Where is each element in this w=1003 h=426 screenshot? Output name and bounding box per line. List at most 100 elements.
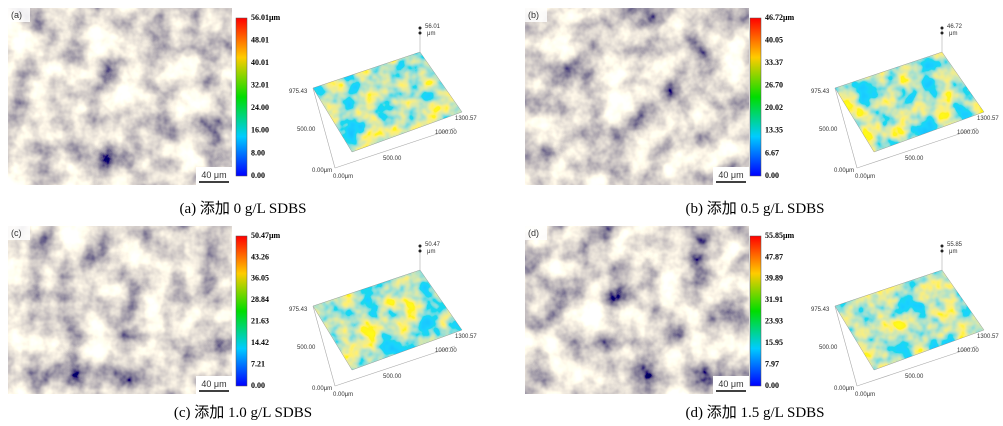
caption: (d) 添加 1.5 g/L SDBS xyxy=(685,404,824,421)
axis-label: 500.00 xyxy=(905,374,924,380)
colorbar-label: 6.67 xyxy=(765,148,779,157)
axis-label: 500.00 xyxy=(297,127,316,133)
axis-label: 0.00μm xyxy=(834,386,854,392)
axis-label: 500.00 xyxy=(383,374,402,380)
z-max-label: 50.47 xyxy=(425,242,441,248)
axis-marker xyxy=(941,27,944,30)
colorbar-label: 46.72μm xyxy=(765,13,795,22)
scale-bar-text: 40 μm xyxy=(201,170,226,180)
axis-marker xyxy=(941,250,944,253)
axis-marker xyxy=(419,245,422,248)
panel-label: (c) xyxy=(11,228,22,238)
surface xyxy=(313,52,462,152)
colorbar-label: 40.05 xyxy=(765,35,783,44)
axis-label: 0.00μm xyxy=(855,392,875,398)
colorbar-label: 50.47μm xyxy=(251,231,281,240)
micrograph xyxy=(525,8,749,185)
axis-label: 1300.57 xyxy=(455,116,477,122)
axis-label: 1000.00 xyxy=(957,348,979,354)
surface-plot xyxy=(835,52,984,152)
colorbar-label: 8.00 xyxy=(251,148,265,157)
axis-label: 500.00 xyxy=(905,156,924,162)
colorbar-label: 26.70 xyxy=(765,81,783,90)
axis-label: 1000.00 xyxy=(435,348,457,354)
colorbar-label: 28.84 xyxy=(251,295,269,304)
surface xyxy=(313,270,462,370)
panel: (d)40 μm55.85μm47.8739.8931.9123.9315.95… xyxy=(525,226,999,421)
axis-label: 1000.00 xyxy=(435,130,457,136)
colorbar-label: 33.37 xyxy=(765,58,783,67)
colorbar-label: 0.00 xyxy=(765,171,779,180)
axis-label: 1300.57 xyxy=(977,334,999,340)
panel-label: (a) xyxy=(11,10,22,20)
surface-plot xyxy=(313,52,462,152)
surface-plot xyxy=(313,270,462,370)
panel: (b)40 μm46.72μm40.0533.3726.7020.0213.35… xyxy=(525,8,999,217)
axis-label: 0.00μm xyxy=(333,174,353,180)
scale-bar-text: 40 μm xyxy=(201,379,226,389)
axis-label: 500.00 xyxy=(819,127,838,133)
axis-label: 1300.57 xyxy=(455,334,477,340)
colorbar-label: 21.63 xyxy=(251,317,269,326)
micrograph xyxy=(8,8,232,185)
colorbar-label: 39.89 xyxy=(765,274,783,283)
colorbar-label: 0.00 xyxy=(251,381,265,390)
colorbar-label: 48.01 xyxy=(251,35,269,44)
colorbar xyxy=(750,236,761,386)
micrograph xyxy=(525,226,749,394)
colorbar-label: 7.97 xyxy=(765,359,779,368)
panel-label: (d) xyxy=(528,228,539,238)
z-max-label: 46.72 xyxy=(947,24,963,30)
colorbar-label: 0.00 xyxy=(251,171,265,180)
z-unit-label: μm xyxy=(427,31,435,37)
caption: (c) 添加 1.0 g/L SDBS xyxy=(174,404,312,421)
colorbar-label: 32.01 xyxy=(251,81,269,90)
z-unit-label: μm xyxy=(427,249,435,255)
colorbar-label: 23.93 xyxy=(765,317,783,326)
colorbar-label: 55.85μm xyxy=(765,231,795,240)
axis-label: 0.00μm xyxy=(855,174,875,180)
caption: (b) 添加 0.5 g/L SDBS xyxy=(685,200,824,217)
z-unit-label: μm xyxy=(949,31,957,37)
figure: (a)40 μm56.01μm48.0140.0132.0124.0016.00… xyxy=(0,0,1003,426)
panel: (a)40 μm56.01μm48.0140.0132.0124.0016.00… xyxy=(8,8,477,217)
axis-label: 500.00 xyxy=(819,345,838,351)
surface-plot xyxy=(835,270,984,370)
colorbar-label: 15.95 xyxy=(765,338,783,347)
axis-label: 975.43 xyxy=(289,307,308,313)
scale-bar-text: 40 μm xyxy=(718,170,743,180)
colorbar-label: 16.00 xyxy=(251,126,269,135)
colorbar-label: 14.42 xyxy=(251,338,269,347)
axis-label: 0.00μm xyxy=(312,168,332,174)
colorbar-label: 13.35 xyxy=(765,126,783,135)
colorbar-label: 0.00 xyxy=(765,381,779,390)
colorbar-label: 47.87 xyxy=(765,252,783,261)
axis-marker xyxy=(419,250,422,253)
axis-marker xyxy=(419,32,422,35)
axis-marker xyxy=(941,245,944,248)
axis-label: 500.00 xyxy=(383,156,402,162)
surface xyxy=(835,52,984,152)
colorbar xyxy=(236,236,247,386)
micrograph xyxy=(8,226,232,394)
z-unit-label: μm xyxy=(949,249,957,255)
colorbar-label: 36.05 xyxy=(251,274,269,283)
colorbar-label: 24.00 xyxy=(251,103,269,112)
axis-label: 975.43 xyxy=(811,307,830,313)
caption: (a) 添加 0 g/L SDBS xyxy=(180,200,307,217)
axis-label: 975.43 xyxy=(289,89,308,95)
axis-label: 1300.57 xyxy=(977,116,999,122)
z-max-label: 56.01 xyxy=(425,24,441,30)
axis-label: 1000.00 xyxy=(957,130,979,136)
colorbar xyxy=(236,18,247,176)
colorbar-label: 31.91 xyxy=(765,295,783,304)
colorbar-label: 7.21 xyxy=(251,359,265,368)
colorbar-label: 56.01μm xyxy=(251,13,281,22)
surface xyxy=(835,270,984,370)
axis-label: 975.43 xyxy=(811,89,830,95)
axis-marker xyxy=(419,27,422,30)
z-max-label: 55.85 xyxy=(947,242,963,248)
axis-marker xyxy=(941,32,944,35)
colorbar-label: 20.02 xyxy=(765,103,783,112)
axis-label: 0.00μm xyxy=(312,386,332,392)
